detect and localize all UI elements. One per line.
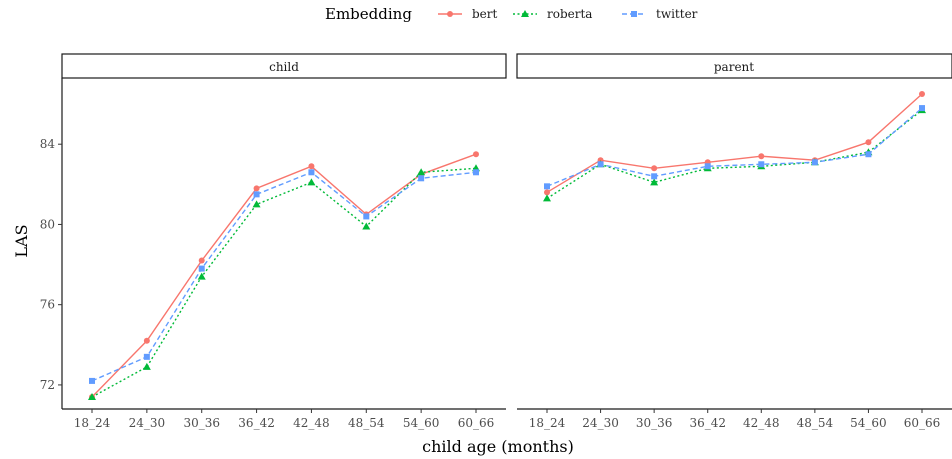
data-point-twitter <box>758 161 765 168</box>
data-point-twitter <box>418 175 425 182</box>
strip-label-parent: parent <box>714 60 754 74</box>
series-line-roberta <box>546 109 923 199</box>
x-tick-label: 54_60 <box>403 416 440 430</box>
y-tick-label: 84 <box>40 137 56 151</box>
y-tick-label: 72 <box>40 378 55 392</box>
x-tick-label: 18_24 <box>74 416 111 430</box>
data-point-twitter <box>473 169 479 176</box>
x-tick-label: 36_42 <box>238 416 275 430</box>
data-point-twitter <box>308 169 315 176</box>
legend-label: bert <box>472 7 498 21</box>
legend-key-marker <box>631 11 637 17</box>
x-tick-label: 30_36 <box>183 416 220 430</box>
series-line-roberta <box>91 167 477 398</box>
y-axis: 72 76 80 84 <box>40 78 63 409</box>
legend-title: Embedding <box>325 5 412 23</box>
x-tick-label: 30_36 <box>636 416 673 430</box>
data-point-bert <box>473 151 479 158</box>
legend-label: roberta <box>547 7 592 21</box>
x-tick-label: 48_54 <box>348 416 385 430</box>
y-tick-label: 80 <box>40 217 55 231</box>
series-line-bert <box>91 153 477 398</box>
data-point-roberta <box>543 194 551 202</box>
facet-strip-child: child <box>61 53 507 79</box>
series-line-twitter <box>546 107 923 187</box>
data-point-twitter <box>865 151 872 158</box>
x-tick-label: 42_48 <box>743 416 780 430</box>
data-point-twitter <box>89 377 95 384</box>
legend-label: twitter <box>656 7 698 21</box>
legend-item-roberta: roberta <box>513 7 592 21</box>
data-point-roberta <box>197 272 206 280</box>
data-point-twitter <box>704 163 711 170</box>
data-point-bert <box>253 185 260 192</box>
x-tick-label: 42_48 <box>293 416 330 430</box>
legend: Embedding bert roberta twitter <box>325 5 698 23</box>
data-point-bert <box>865 139 872 146</box>
strip-box-parent <box>516 53 952 79</box>
data-point-bert <box>919 91 925 98</box>
y-axis-title: LAS <box>12 224 31 257</box>
data-point-twitter <box>363 213 370 220</box>
panel-child: 18_24 24_30 30_36 36_42 42_48 48_54 54_60 60_66 <box>62 151 506 430</box>
x-tick-label: 36_42 <box>689 416 726 430</box>
legend-key-marker <box>447 11 453 17</box>
data-point-twitter <box>919 105 925 112</box>
data-point-twitter <box>253 191 260 198</box>
data-point-bert <box>651 165 658 172</box>
legend-item-bert: bert <box>438 7 498 21</box>
data-point-roberta <box>88 392 96 400</box>
x-tick-label: 24_30 <box>129 416 166 430</box>
data-point-twitter <box>544 183 550 190</box>
data-point-bert <box>198 257 205 264</box>
x-tick-label: 18_24 <box>529 416 566 430</box>
data-point-twitter <box>651 173 658 180</box>
data-point-roberta <box>362 222 371 230</box>
panel-parent: 18_24 24_30 30_36 36_42 42_48 48_54 54_60 60_66 <box>517 91 952 430</box>
strip-box-child <box>61 53 507 79</box>
facet-strip-parent: parent <box>516 53 952 79</box>
data-point-bert <box>308 163 315 170</box>
x-tick-label: 60_66 <box>458 416 495 430</box>
data-point-roberta <box>252 200 261 208</box>
series-line-twitter <box>91 171 477 382</box>
x-axis-title: child age (months) <box>422 437 574 456</box>
data-point-twitter <box>597 161 604 168</box>
data-point-roberta <box>142 362 151 370</box>
x-tick-label: 24_30 <box>582 416 619 430</box>
series-line-bert <box>546 93 923 193</box>
x-tick-label: 60_66 <box>904 416 941 430</box>
data-point-twitter <box>143 353 150 360</box>
data-point-twitter <box>198 265 205 272</box>
data-point-bert <box>544 189 550 196</box>
data-point-roberta <box>307 178 316 186</box>
legend-item-twitter: twitter <box>622 7 698 21</box>
data-point-bert <box>143 337 150 344</box>
data-point-roberta <box>417 168 426 176</box>
data-point-bert <box>758 153 765 160</box>
data-point-roberta <box>650 178 659 186</box>
x-tick-label: 54_60 <box>850 416 887 430</box>
x-tick-label: 48_54 <box>797 416 834 430</box>
y-tick-label: 76 <box>40 298 55 312</box>
legend-key-marker <box>521 10 529 17</box>
strip-label-child: child <box>269 60 299 74</box>
data-point-twitter <box>811 159 818 166</box>
